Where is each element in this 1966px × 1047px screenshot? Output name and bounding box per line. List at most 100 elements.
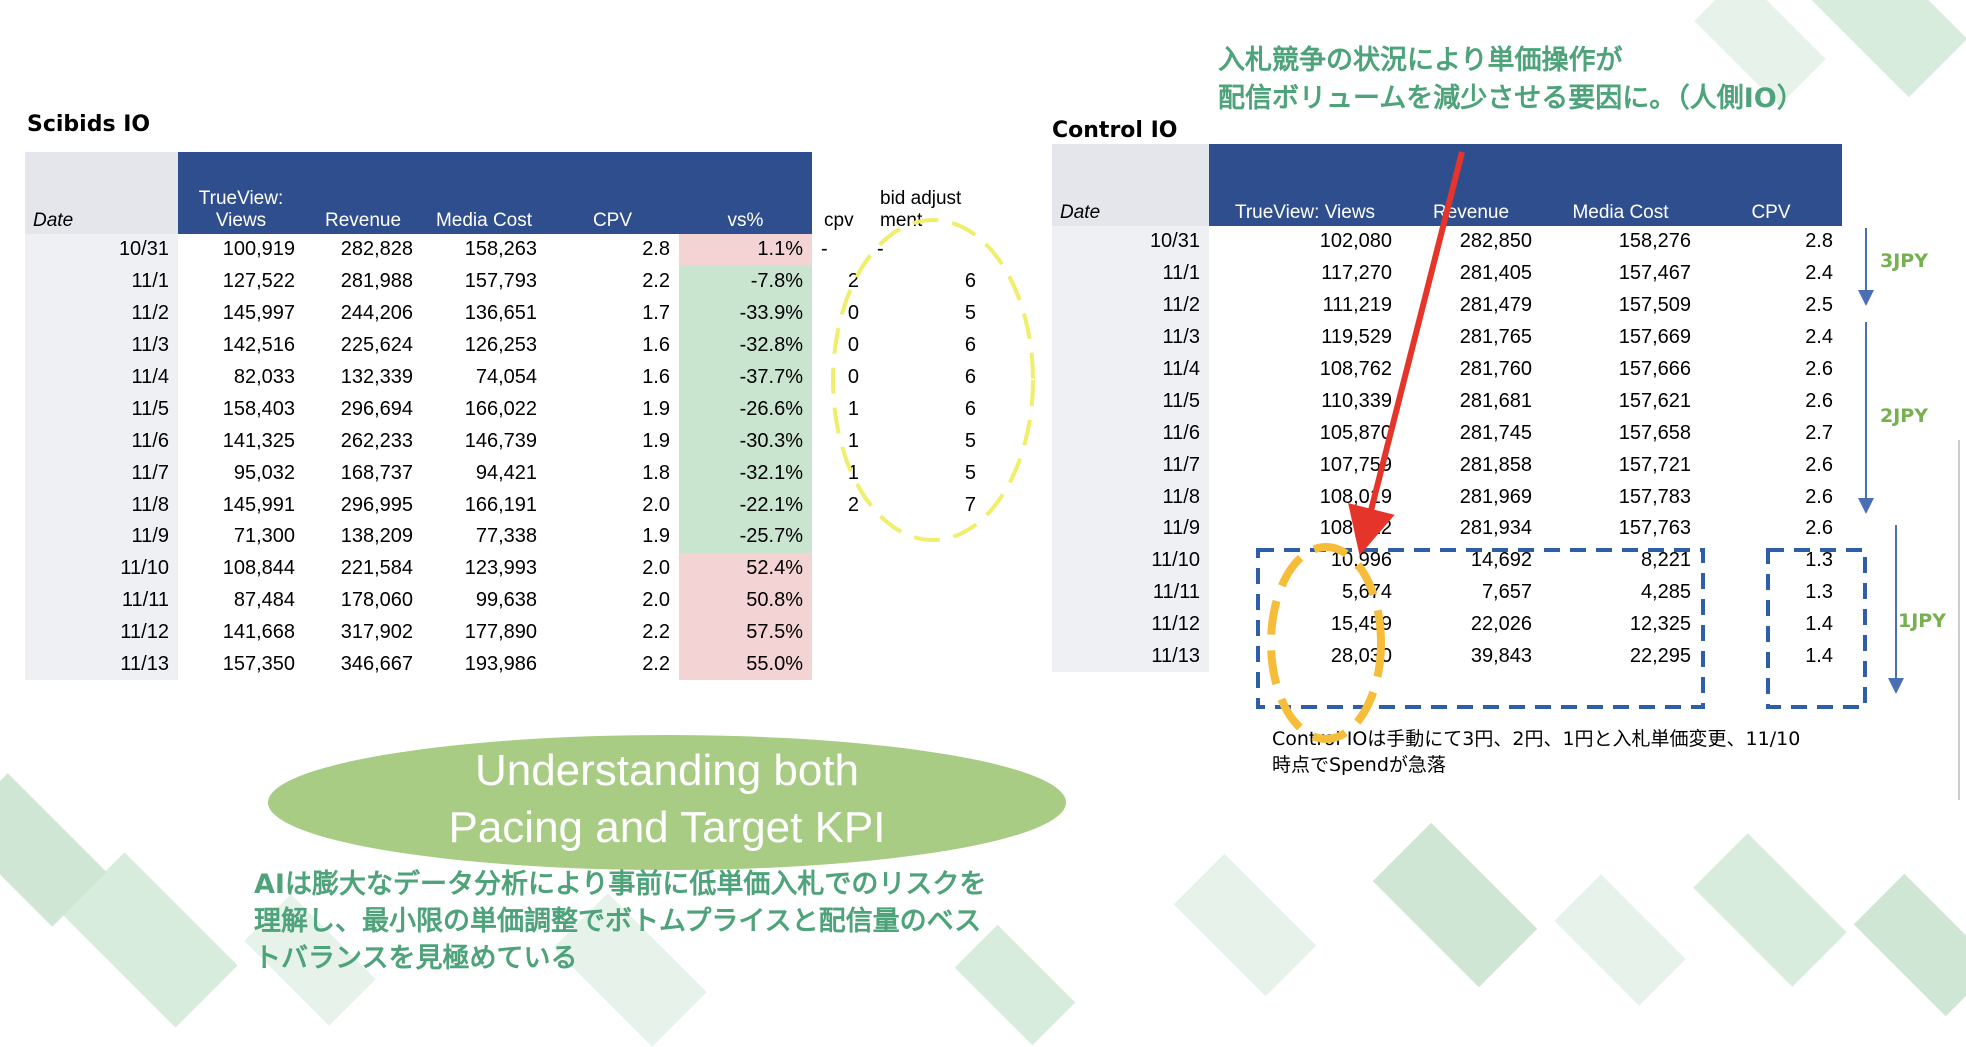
revenue-cell: 281,969: [1459, 485, 1532, 508]
bid-adjustment-cell: [868, 553, 985, 585]
revenue-cell: 281,405: [1459, 262, 1532, 285]
date-cell: 11/3: [25, 329, 178, 362]
table-row: 11/6 105,870 281,745 157,658 2.7: [1052, 417, 1842, 450]
revenue-cell: 39,843: [1470, 645, 1532, 668]
views-cell: 157,350: [222, 653, 295, 676]
control-note: Control IOは手動にて3円、2円、1円と入札単価変更、11/10 時点で…: [1272, 726, 1912, 778]
cost-cell: 157,467: [1618, 262, 1691, 285]
views-cell: 108,844: [222, 557, 295, 580]
views-cell: 141,325: [222, 429, 295, 452]
bid-adjustment-cell: 6: [964, 334, 976, 357]
cpv-adjust-cell: 2: [847, 270, 859, 293]
date-cell: 10/31: [25, 234, 178, 266]
views-cell: 111,219: [1322, 294, 1392, 317]
date-cell: 11/11: [25, 584, 178, 617]
revenue-cell: 281,934: [1459, 517, 1532, 540]
bid-adjustment-cell: 5: [964, 429, 976, 452]
date-cell: 11/5: [1052, 385, 1209, 418]
cpv-cell: 1.9: [642, 525, 670, 548]
table-row: 11/1 117,270 281,405 157,467 2.4: [1052, 257, 1842, 290]
vs-cell: 55.0%: [679, 648, 812, 681]
table-row: 11/1 127,522 281,988 157,793 2.2 -7.8% 2 6: [25, 265, 985, 298]
cpv-cell: 2.2: [642, 270, 670, 293]
bid-adjustment-cell: [868, 521, 985, 553]
background-diamond: [1372, 822, 1538, 988]
header-vs: vs%: [679, 152, 812, 234]
vs-cell: -30.3%: [679, 425, 812, 458]
date-cell: 11/13: [25, 648, 178, 681]
views-cell: 142,516: [222, 334, 295, 357]
cost-cell: 74,054: [475, 366, 537, 388]
table-row: 11/5 110,339 281,681 157,621 2.6: [1052, 385, 1842, 418]
header-cpv-adjust: cpv: [812, 152, 868, 234]
header-revenue: Revenue: [304, 152, 422, 234]
bid-adjustment-cell: [868, 617, 985, 649]
background-diamond: [1853, 873, 1966, 1017]
cpv-cell: 2.4: [1805, 262, 1833, 285]
annotation-line: 配信ボリュームを減少させる要因に。（人側IO）: [1218, 83, 1804, 114]
table-row: 11/9 108,122 281,934 157,763 2.6: [1052, 513, 1842, 545]
table-row: 11/3 142,516 225,624 126,253 1.6 -32.8% 0 6: [25, 329, 985, 362]
cpv-adjust-cell: 1: [847, 461, 859, 484]
bid-adjustment-cell: 6: [964, 270, 976, 293]
summary-line: AIは膨大なデータ分析により事前に低単価入札でのリスクを: [254, 869, 987, 900]
vs-cell: 52.4%: [679, 552, 812, 585]
bid-adjustment-cell: 6: [964, 366, 976, 388]
date-cell: 11/1: [1052, 257, 1209, 290]
header-views: TrueView: Views: [178, 152, 304, 234]
header-bid-adjustment: bid adjustment: [868, 152, 985, 234]
revenue-cell: 346,667: [340, 653, 413, 676]
cpv-cell: 2.2: [642, 653, 670, 676]
bid-adjustment-cell: 5: [964, 461, 976, 484]
views-cell: 145,991: [222, 493, 295, 516]
bid-adjustment-cell: 5: [964, 302, 976, 325]
vs-cell: 57.5%: [679, 616, 812, 649]
cpv-adjust-cell: 2: [847, 493, 859, 516]
background-diamond: [1693, 833, 1847, 987]
cpv-adjust-cell: [812, 585, 868, 617]
revenue-cell: 281,681: [1459, 389, 1532, 412]
cpv-cell: 1.9: [642, 429, 670, 452]
kpi-pill-text: Understanding both Pacing and Target KPI: [268, 742, 1066, 856]
header-cpv: CPV: [546, 152, 679, 234]
views-cell: 100,919: [222, 238, 295, 261]
date-cell: 11/7: [25, 457, 178, 490]
views-cell: 127,522: [222, 270, 295, 293]
cpv-cell: 2.6: [1805, 453, 1833, 476]
header-views: TrueView: Views: [1209, 144, 1401, 226]
table-row: 10/31 102,080 282,850 158,276 2.8: [1052, 226, 1842, 258]
header-cpv: CPV: [1700, 144, 1842, 226]
views-cell: 102,080: [1319, 230, 1392, 253]
pill-line: Pacing and Target KPI: [448, 803, 886, 852]
vs-cell: -32.1%: [679, 457, 812, 490]
date-cell: 10/31: [1052, 226, 1209, 258]
cpv-cell: 1.6: [642, 366, 670, 388]
cost-cell: 146,739: [464, 429, 537, 452]
cpv-cell: 1.9: [642, 397, 670, 420]
table-row: 11/9 71,300 138,209 77,338 1.9 -25.7%: [25, 521, 985, 553]
table-row: 11/8 108,019 281,969 157,783 2.6: [1052, 481, 1842, 514]
cpv-cell: 2.6: [1805, 485, 1833, 508]
cost-cell: 157,783: [1618, 485, 1691, 508]
vs-cell: -7.8%: [679, 265, 812, 298]
header-date: Date: [25, 152, 178, 234]
revenue-cell: 138,209: [340, 525, 413, 548]
header-revenue: Revenue: [1401, 144, 1541, 226]
cpv-adjust-cell: -: [821, 238, 828, 261]
scibids-title: Scibids IO: [27, 112, 151, 137]
views-cell: 82,033: [233, 366, 295, 388]
date-cell: 11/11: [1052, 576, 1209, 609]
cpv-cell: 1.6: [642, 334, 670, 357]
revenue-cell: 296,995: [340, 493, 413, 516]
cpv-adjust-cell: 0: [847, 366, 859, 388]
date-cell: 11/12: [1052, 608, 1209, 641]
date-cell: 11/9: [25, 521, 178, 553]
cost-cell: 136,651: [464, 302, 537, 325]
views-cell: 28,030: [1330, 645, 1392, 668]
revenue-cell: 282,850: [1459, 230, 1532, 253]
cost-cell: 157,666: [1618, 358, 1691, 380]
date-cell: 11/4: [25, 361, 178, 394]
table-row: 11/7 95,032 168,737 94,421 1.8 -32.1% 1 5: [25, 457, 985, 490]
revenue-cell: 14,692: [1470, 549, 1532, 572]
views-cell: 141,668: [222, 621, 295, 644]
